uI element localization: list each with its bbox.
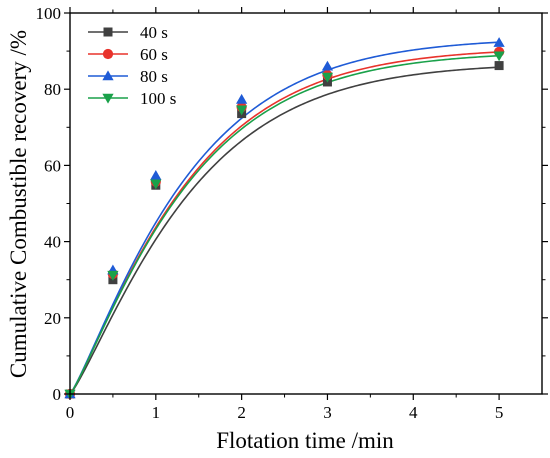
x-tick-label: 2 — [237, 403, 246, 422]
tick-labels: 0 1 2 3 4 5 0 20 40 60 80 100 — [36, 4, 504, 422]
data-point-100s — [150, 179, 162, 190]
axes — [64, 7, 548, 400]
legend-label: 40 s — [140, 23, 168, 42]
x-tick-label: 5 — [495, 403, 504, 422]
data-point-100s — [493, 51, 505, 62]
legend: 40 s 60 s 80 s 100 s — [88, 23, 176, 108]
legend-marker — [103, 27, 113, 37]
legend-label: 100 s — [140, 89, 176, 108]
y-tick-label: 100 — [36, 4, 62, 23]
fit-curve-60s — [69, 51, 500, 395]
data-point-80s — [493, 37, 505, 47]
legend-marker — [102, 48, 114, 60]
legend-marker — [102, 70, 114, 81]
fit-curve-40s — [69, 66, 500, 395]
x-tick-label: 0 — [66, 403, 75, 422]
data-point-80s — [321, 60, 334, 71]
y-tick-label: 60 — [44, 156, 61, 175]
data-point-100s — [321, 72, 334, 83]
data-point-80s — [150, 170, 162, 180]
fit-curve-100s — [69, 54, 500, 395]
y-axis-title: Cumulative Combustible recovery /% — [6, 30, 31, 378]
x-axis-title: Flotation time /min — [216, 428, 394, 453]
data-points — [64, 37, 505, 400]
y-tick-label: 40 — [44, 233, 61, 252]
data-point-40s — [494, 61, 504, 71]
data-point-100s — [107, 270, 119, 281]
y-tick-label: 0 — [53, 385, 62, 404]
legend-label: 80 s — [140, 67, 168, 86]
x-tick-label: 3 — [323, 403, 332, 422]
fit-curve-80s — [69, 41, 500, 395]
fit-curves — [69, 41, 500, 395]
data-point-100s — [236, 105, 248, 116]
legend-marker — [102, 93, 114, 104]
y-tick-label: 20 — [44, 309, 61, 328]
y-tick-label: 80 — [44, 80, 61, 99]
legend-label: 60 s — [140, 45, 168, 64]
data-point-80s — [236, 93, 248, 104]
x-tick-label: 4 — [409, 403, 418, 422]
x-tick-label: 1 — [152, 403, 161, 422]
